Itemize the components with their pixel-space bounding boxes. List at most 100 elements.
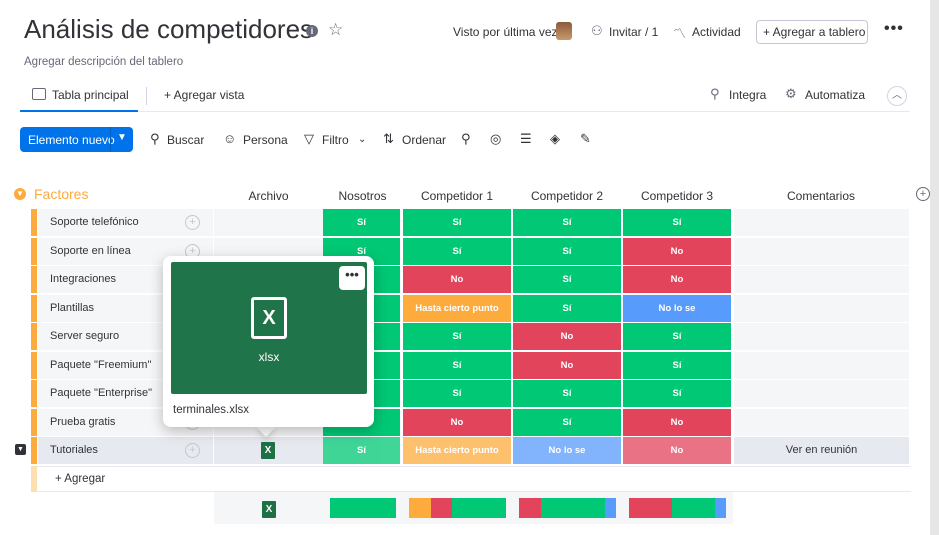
integrate-button[interactable]: Integra [729,88,767,102]
excel-file-icon[interactable]: X [262,501,276,518]
hide-eye-icon[interactable]: ◎ [490,131,502,146]
table-row[interactable]: Soporte telefónico + Sí Sí Sí Sí [31,209,911,237]
comment-cell[interactable] [734,323,909,350]
excel-file-icon[interactable]: X [261,442,275,459]
status-competidor-2[interactable]: Sí [513,266,621,293]
activity-icon[interactable]: 〽 [673,26,687,41]
status-competidor-1[interactable]: Hasta cierto punto [403,294,511,322]
status-competidor-3[interactable]: No [623,237,731,265]
add-update-icon[interactable]: + [185,443,200,458]
item-name[interactable]: Soporte telefónico [38,209,213,236]
status-competidor-3[interactable]: No [623,408,731,436]
tab-main-table[interactable]: Tabla principal [20,80,138,112]
board-title[interactable]: Análisis de competidores [24,14,314,44]
color-paint-icon[interactable]: ◈ [550,131,560,146]
status-competidor-1[interactable]: No [403,408,511,436]
search-button[interactable]: Buscar [167,133,205,147]
file-cell[interactable]: X [214,437,323,464]
comment-cell[interactable] [734,351,909,379]
board-more-icon[interactable]: ••• [884,20,904,37]
last-seen-label[interactable]: Visto por última vez [453,25,558,39]
group-title[interactable]: Factores [34,186,89,202]
sort-button[interactable]: Ordenar [402,133,447,147]
group-collapse-icon[interactable]: ▼ [14,188,26,200]
comment-cell[interactable] [734,266,909,293]
status-competidor-2[interactable]: No lo se [513,437,621,464]
column-header-archivo[interactable]: Archivo [248,189,289,203]
status-competidor-3[interactable]: No [623,266,731,293]
status-competidor-3[interactable]: Sí [623,380,731,407]
status-competidor-1[interactable]: Sí [403,209,511,236]
add-item-button[interactable]: + Agregar [37,466,911,492]
status-competidor-2[interactable]: No [513,351,621,379]
scrollbar[interactable] [930,0,939,535]
column-header-competidor-1[interactable]: Competidor 1 [420,189,494,203]
collapse-header-button[interactable]: ︿ [887,86,907,106]
new-item-button[interactable]: Elemento nuevo ▼ [20,127,133,152]
status-competidor-1[interactable]: Hasta cierto punto [403,437,511,464]
file-preview[interactable]: X xlsx ••• [171,262,367,394]
file-cell[interactable] [214,209,323,236]
summary-segment[interactable] [519,498,541,518]
status-competidor-2[interactable]: Sí [513,237,621,265]
comment-cell[interactable] [734,237,909,265]
integrate-icon[interactable]: ⚲ [710,86,720,101]
table-row[interactable]: Soporte en línea + Sí Sí Sí No [31,237,911,266]
person-filter-button[interactable]: Persona [243,133,288,147]
info-icon[interactable]: i [306,25,318,37]
star-icon[interactable]: ☆ [328,20,344,39]
invite-person-icon[interactable]: ⚇ [591,23,603,38]
status-competidor-2[interactable]: Sí [513,209,621,236]
column-header-nosotros[interactable]: Nosotros [338,189,387,203]
summary-segment[interactable] [430,498,453,518]
add-update-icon[interactable]: + [185,215,200,230]
comment-cell[interactable] [734,408,909,436]
add-column-icon[interactable]: + [916,187,930,201]
status-competidor-1[interactable]: Sí [403,351,511,379]
status-competidor-3[interactable]: No [623,437,731,464]
status-nosotros[interactable]: Sí [323,437,400,464]
table-row[interactable]: Tutoriales + X Sí Hasta cierto punto No lo se… [31,437,911,465]
column-header-competidor-3[interactable]: Competidor 3 [640,189,714,203]
add-to-board-button[interactable]: + Agregar a tablero [756,20,868,44]
search-icon[interactable]: ⚲ [150,131,160,146]
status-competidor-2[interactable]: No [513,323,621,350]
summary-segment[interactable] [409,498,431,518]
status-competidor-2[interactable]: Sí [513,408,621,436]
column-header-comentarios[interactable]: Comentarios [786,189,856,203]
status-competidor-1[interactable]: Sí [403,323,511,350]
avatar[interactable] [556,22,572,40]
summary-segment[interactable] [540,498,606,518]
summary-segment[interactable] [672,498,716,518]
comment-cell[interactable] [734,294,909,322]
pin-icon[interactable]: ⚲ [461,131,471,146]
item-name[interactable]: Tutoriales [38,437,213,464]
status-competidor-1[interactable]: Sí [403,237,511,265]
filter-chevron-icon[interactable]: ⌄ [358,134,367,145]
status-competidor-2[interactable]: Sí [513,294,621,322]
status-competidor-3[interactable]: Sí [623,351,731,379]
file-more-button[interactable]: ••• [339,266,365,290]
filter-icon[interactable]: ▽ [304,131,314,146]
column-header-competidor-2[interactable]: Competidor 2 [530,189,604,203]
activity-button[interactable]: Actividad [692,25,741,39]
filter-button[interactable]: Filtro [322,133,349,147]
status-competidor-3[interactable]: Sí [623,209,731,236]
status-competidor-3[interactable]: Sí [623,323,731,350]
summary-segment[interactable] [629,498,673,518]
status-competidor-1[interactable]: Sí [403,380,511,407]
row-menu-icon[interactable]: ▼ [15,444,26,455]
automate-icon[interactable]: ⚙ [785,86,797,101]
brush-icon[interactable]: ✎ [580,131,591,146]
chevron-down-icon[interactable]: ▼ [117,132,127,143]
summary-segment[interactable] [330,498,396,518]
status-competidor-3[interactable]: No lo se [623,294,731,322]
board-description[interactable]: Agregar descripción del tablero [24,56,184,68]
summary-segment[interactable] [605,498,616,518]
summary-segment[interactable] [715,498,726,518]
status-nosotros[interactable]: Sí [323,209,400,236]
comment-cell[interactable]: Ver en reunión [734,437,909,464]
row-height-icon[interactable]: ☰ [520,131,532,146]
summary-segment[interactable] [452,498,506,518]
comment-cell[interactable] [734,209,909,236]
